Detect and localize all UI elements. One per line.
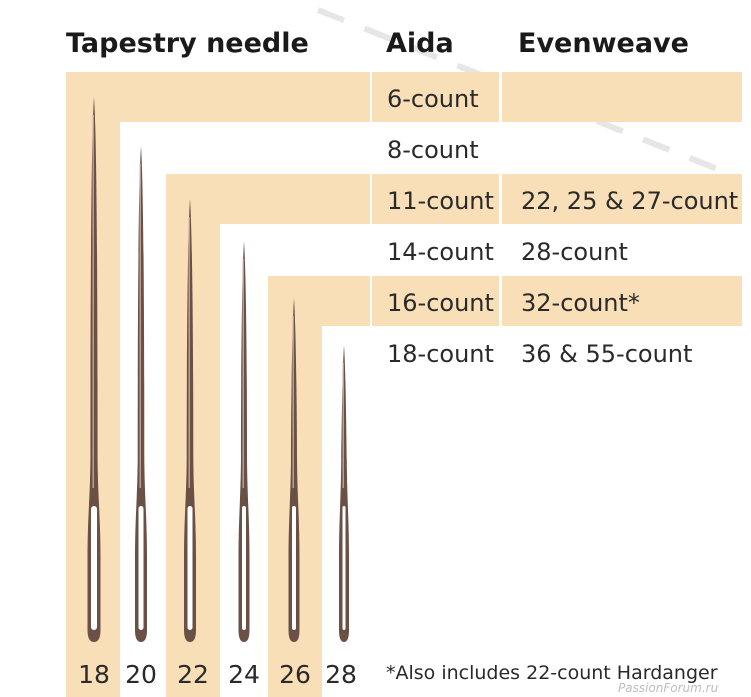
evenweave-count-row-5: 32-count* [521, 289, 640, 317]
needle-size-20 [135, 146, 147, 642]
header-tapestry-needle: Tapestry needle [66, 28, 309, 59]
band-evenweave-row-3 [502, 174, 742, 224]
needle-eye [138, 506, 144, 630]
band-evenweave-row-5 [502, 276, 742, 326]
needle-shaft [87, 97, 101, 642]
needle-size-label-24: 24 [228, 660, 260, 689]
needle-size-28 [339, 345, 349, 642]
needle-eye [91, 506, 97, 630]
needle-shaft [288, 298, 300, 642]
evenweave-count-row-3: 22, 25 & 27-count [521, 187, 739, 215]
footnote: *Also includes 22-count Hardanger [386, 662, 718, 684]
aida-count-row-4: 14-count [387, 238, 494, 266]
needle-size-label-22: 22 [177, 660, 209, 689]
needle-shaft [238, 241, 250, 642]
band-aida-row-5 [372, 276, 499, 326]
aida-count-row-5: 16-count [387, 289, 494, 317]
band-evenweave-row-1 [502, 72, 742, 122]
band-aida-row-3 [372, 174, 499, 224]
needle-shaft [184, 199, 196, 642]
band-size-22 [166, 174, 370, 697]
evenweave-count-row-4: 28-count [521, 238, 628, 266]
band-aida-row-1 [372, 72, 499, 122]
needle-size-22 [184, 199, 196, 642]
needle-size-label-18: 18 [78, 660, 110, 689]
needle-eye [342, 506, 346, 630]
needle-size-label-20: 20 [125, 660, 157, 689]
watermark: PassionForum.ru [618, 681, 719, 695]
needle-eye [242, 506, 246, 630]
needle-eye [292, 506, 296, 630]
header-evenweave: Evenweave [518, 28, 689, 59]
aida-count-row-2: 8-count [387, 136, 479, 164]
needle-size-24 [238, 241, 250, 642]
aida-count-row-3: 11-count [387, 187, 494, 215]
evenweave-count-row-6: 36 & 55-count [521, 340, 693, 368]
header-aida: Aida [386, 28, 454, 59]
needle-shaft [135, 146, 147, 642]
needle-size-26 [288, 298, 300, 642]
aida-count-row-6: 18-count [387, 340, 494, 368]
needle-eye [187, 506, 193, 630]
aida-count-row-1: 6-count [387, 85, 479, 113]
needle-shaft [339, 345, 349, 642]
needle-size-label-26: 26 [279, 660, 311, 689]
needle-size-18 [87, 97, 101, 642]
needle-size-label-28: 28 [325, 660, 357, 689]
